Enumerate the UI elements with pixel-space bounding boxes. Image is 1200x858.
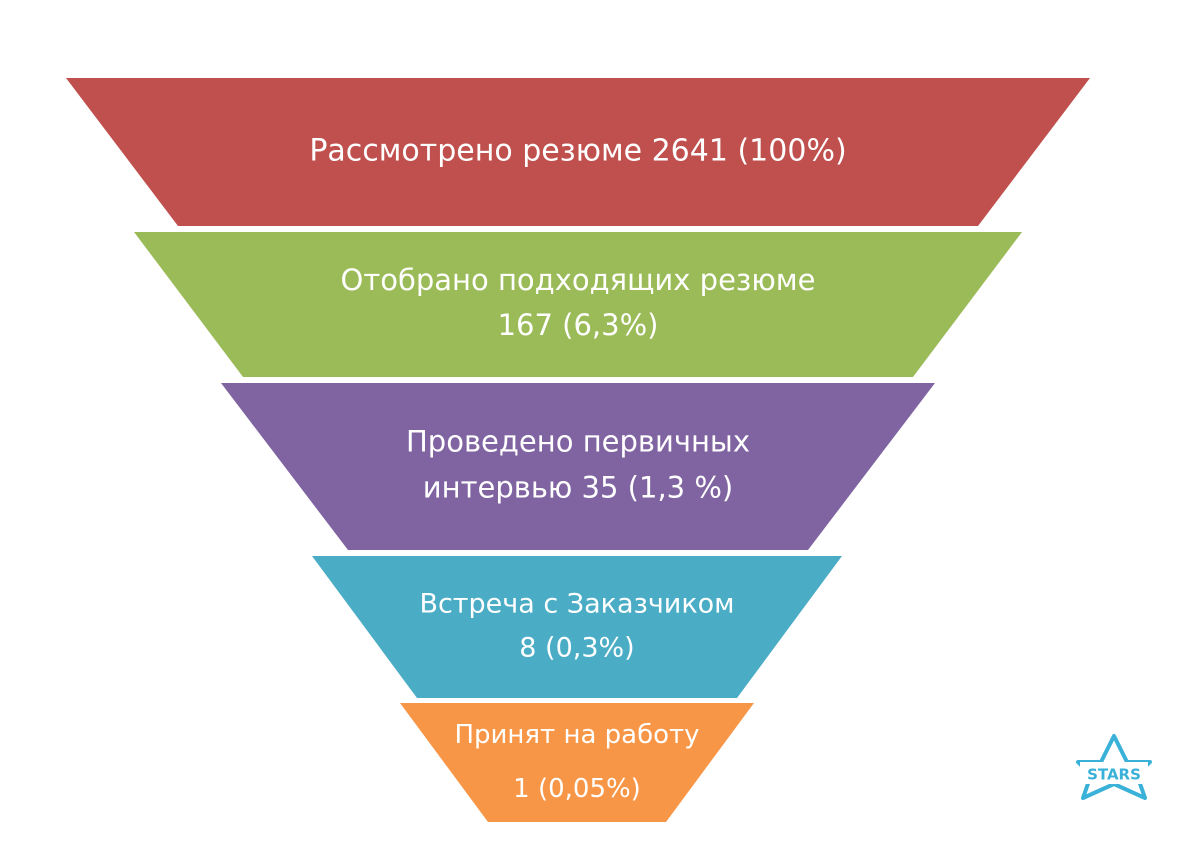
stars-logo: STARS bbox=[1076, 734, 1152, 800]
funnel-stage-label: интервью 35 (1,3 %) bbox=[423, 471, 733, 505]
funnel-stage-2: Отобрано подходящих резюме 167 (6,3%) bbox=[134, 232, 1022, 377]
funnel-stage-3: Проведено первичных интервью 35 (1,3 %) bbox=[221, 383, 935, 550]
funnel-stage-shape bbox=[312, 556, 842, 698]
funnel-stage-5: Принят на работу 1 (0,05%) bbox=[400, 703, 754, 822]
funnel-stage-label: 8 (0,3%) bbox=[519, 633, 634, 664]
funnel-stages: Рассмотрено резюме 2641 (100%) Отобрано п… bbox=[66, 78, 1090, 822]
funnel-stage-label: Рассмотрено резюме 2641 (100%) bbox=[309, 134, 846, 169]
logo-text: STARS bbox=[1087, 766, 1141, 784]
funnel-stage-label: 1 (0,05%) bbox=[513, 774, 641, 804]
funnel-stage-shape bbox=[66, 78, 1090, 226]
funnel-stage-shape bbox=[221, 383, 935, 550]
funnel-stage-shape bbox=[134, 232, 1022, 377]
funnel-stage-label: Отобрано подходящих резюме bbox=[341, 263, 816, 297]
funnel-stage-4: Встреча с Заказчиком 8 (0,3%) bbox=[312, 556, 842, 698]
funnel-stage-label: Проведено первичных bbox=[406, 425, 750, 459]
funnel-stage-label: Встреча с Заказчиком bbox=[419, 589, 734, 620]
funnel-stage-shape bbox=[400, 703, 754, 822]
funnel-stage-1: Рассмотрено резюме 2641 (100%) bbox=[66, 78, 1090, 226]
funnel-stage-label: Принят на работу bbox=[454, 720, 699, 750]
funnel-stage-label: 167 (6,3%) bbox=[498, 308, 659, 342]
